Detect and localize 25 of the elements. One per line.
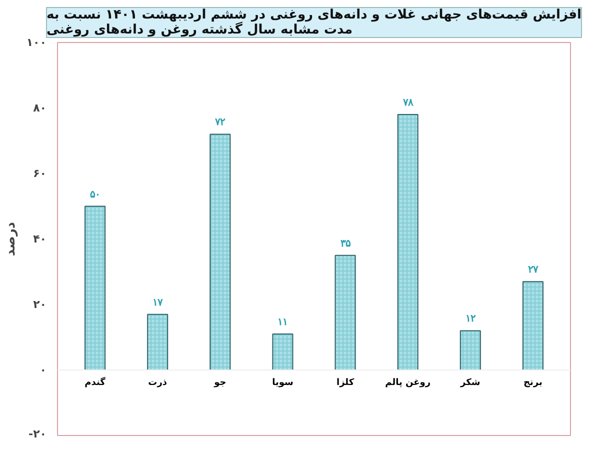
data-label: ۵۰ bbox=[90, 189, 100, 200]
y-tick-label: ۸۰ bbox=[33, 102, 47, 114]
x-tick-label: کلزا bbox=[336, 378, 355, 388]
x-tick-label: گندم bbox=[84, 376, 106, 388]
data-label: ۲۷ bbox=[528, 264, 539, 276]
y-tick-label: ۶۰ bbox=[33, 167, 47, 180]
x-tick-label: جو bbox=[213, 378, 226, 388]
y-axis-title: درصد bbox=[3, 222, 18, 256]
data-label: ۱۲ bbox=[465, 314, 476, 325]
y-tick-label: ۱۰۰ bbox=[26, 36, 47, 49]
y-tick-label: ۲۰ bbox=[33, 298, 47, 311]
x-tick-label: برنج bbox=[524, 378, 542, 388]
y-tick-label: -۲۰ bbox=[28, 428, 47, 440]
x-tick-label: روغن پالم bbox=[385, 378, 431, 388]
data-label: ۳۵ bbox=[340, 238, 352, 250]
y-tick-label: ۰ bbox=[40, 364, 47, 376]
x-tick-label: سویا bbox=[272, 378, 294, 388]
data-label: ۱۷ bbox=[152, 297, 164, 308]
data-label: ۷۸ bbox=[402, 98, 414, 109]
y-tick-label: ۴۰ bbox=[33, 232, 47, 246]
x-tick-label: ذرت bbox=[148, 378, 168, 388]
data-label: ۷۲ bbox=[214, 117, 226, 128]
x-tick-label: شکر bbox=[460, 378, 480, 388]
data-label: ۱۱ bbox=[278, 316, 288, 328]
chart-title: افزایش قیمت‌های جهانی غلات و دانه‌های روغنی در ششم اردیبهشت ۱۴۰۱ نسبت به مدت مشابه سال گذشته روغن و دانه‌های روغنی bbox=[46, 8, 582, 38]
